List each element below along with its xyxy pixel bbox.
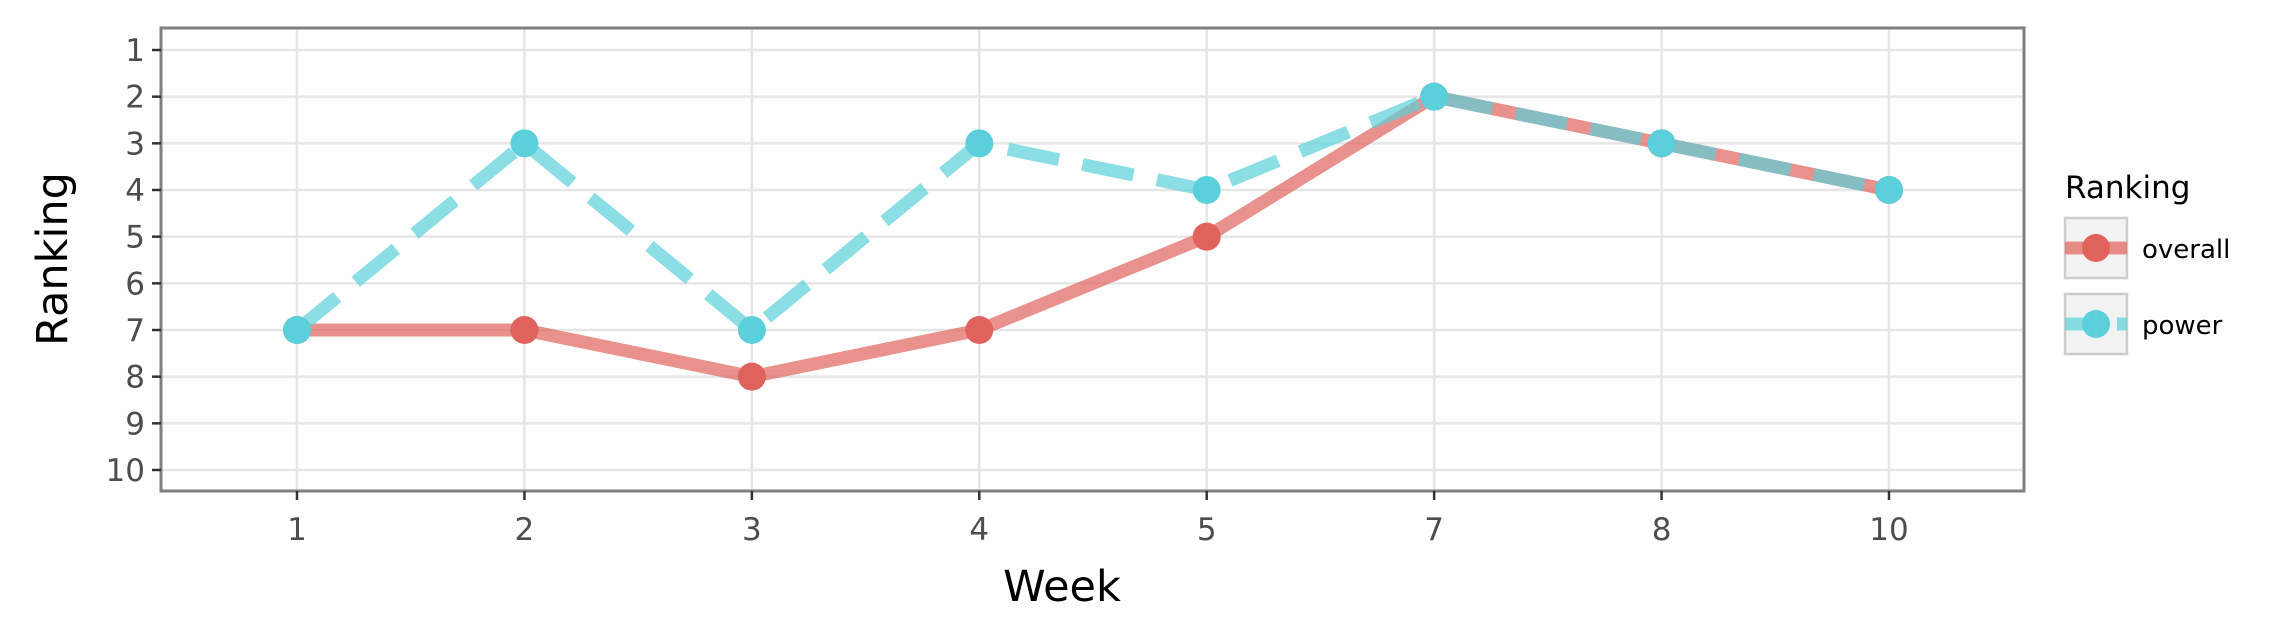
legend-label-overall: overall <box>2142 235 2230 265</box>
x-tick-label: 4 <box>969 512 989 548</box>
y-tick-label: 7 <box>125 313 145 349</box>
plot-border <box>159 26 2026 493</box>
y-tick-label: 6 <box>125 266 145 302</box>
y-tick-label: 1 <box>125 33 145 69</box>
data-point-power <box>1192 176 1221 204</box>
data-point-overall <box>965 316 994 344</box>
data-point-power <box>510 129 539 158</box>
data-point-power <box>283 316 311 344</box>
x-tick-label: 5 <box>1197 512 1217 548</box>
y-axis-title: Ranking <box>28 172 78 346</box>
x-tick-label: 1 <box>287 512 307 548</box>
x-axis-title: Week <box>1003 562 1121 612</box>
data-point-overall <box>510 316 539 344</box>
data-point-power <box>737 316 766 344</box>
y-tick-label: 4 <box>125 173 145 209</box>
x-axis-ticks: 1 2 3 4 5 7 8 10 <box>287 491 1909 548</box>
data-point-power <box>1647 129 1676 158</box>
x-tick-label: 2 <box>515 512 535 548</box>
series-line-power <box>292 90 1891 337</box>
y-tick-label: 9 <box>125 406 145 442</box>
y-tick-label: 5 <box>125 220 145 256</box>
series-lines <box>283 82 1903 391</box>
legend-marker-power <box>2082 310 2110 338</box>
data-point-power <box>965 129 994 158</box>
data-point-overall <box>737 362 766 391</box>
legend-title: Ranking <box>2065 170 2190 206</box>
data-point-power <box>1420 82 1449 111</box>
legend-label-power: power <box>2142 311 2223 341</box>
plot-background <box>161 28 2024 491</box>
data-point-power <box>1875 176 1903 204</box>
y-tick-label: 8 <box>125 360 145 396</box>
y-tick-label: 3 <box>125 126 145 162</box>
x-tick-label: 8 <box>1652 512 1672 548</box>
y-tick-label: 2 <box>125 80 145 116</box>
x-tick-label: 3 <box>742 512 762 548</box>
legend-marker-overall <box>2082 234 2110 262</box>
y-axis-ticks: 1 2 3 4 5 6 7 8 9 10 <box>106 33 161 489</box>
legend: Ranking overall power <box>2063 170 2230 356</box>
y-tick-label: 10 <box>106 453 145 489</box>
x-tick-label: 10 <box>1869 512 1908 548</box>
data-point-overall <box>1192 222 1221 251</box>
x-tick-label: 7 <box>1424 512 1444 548</box>
